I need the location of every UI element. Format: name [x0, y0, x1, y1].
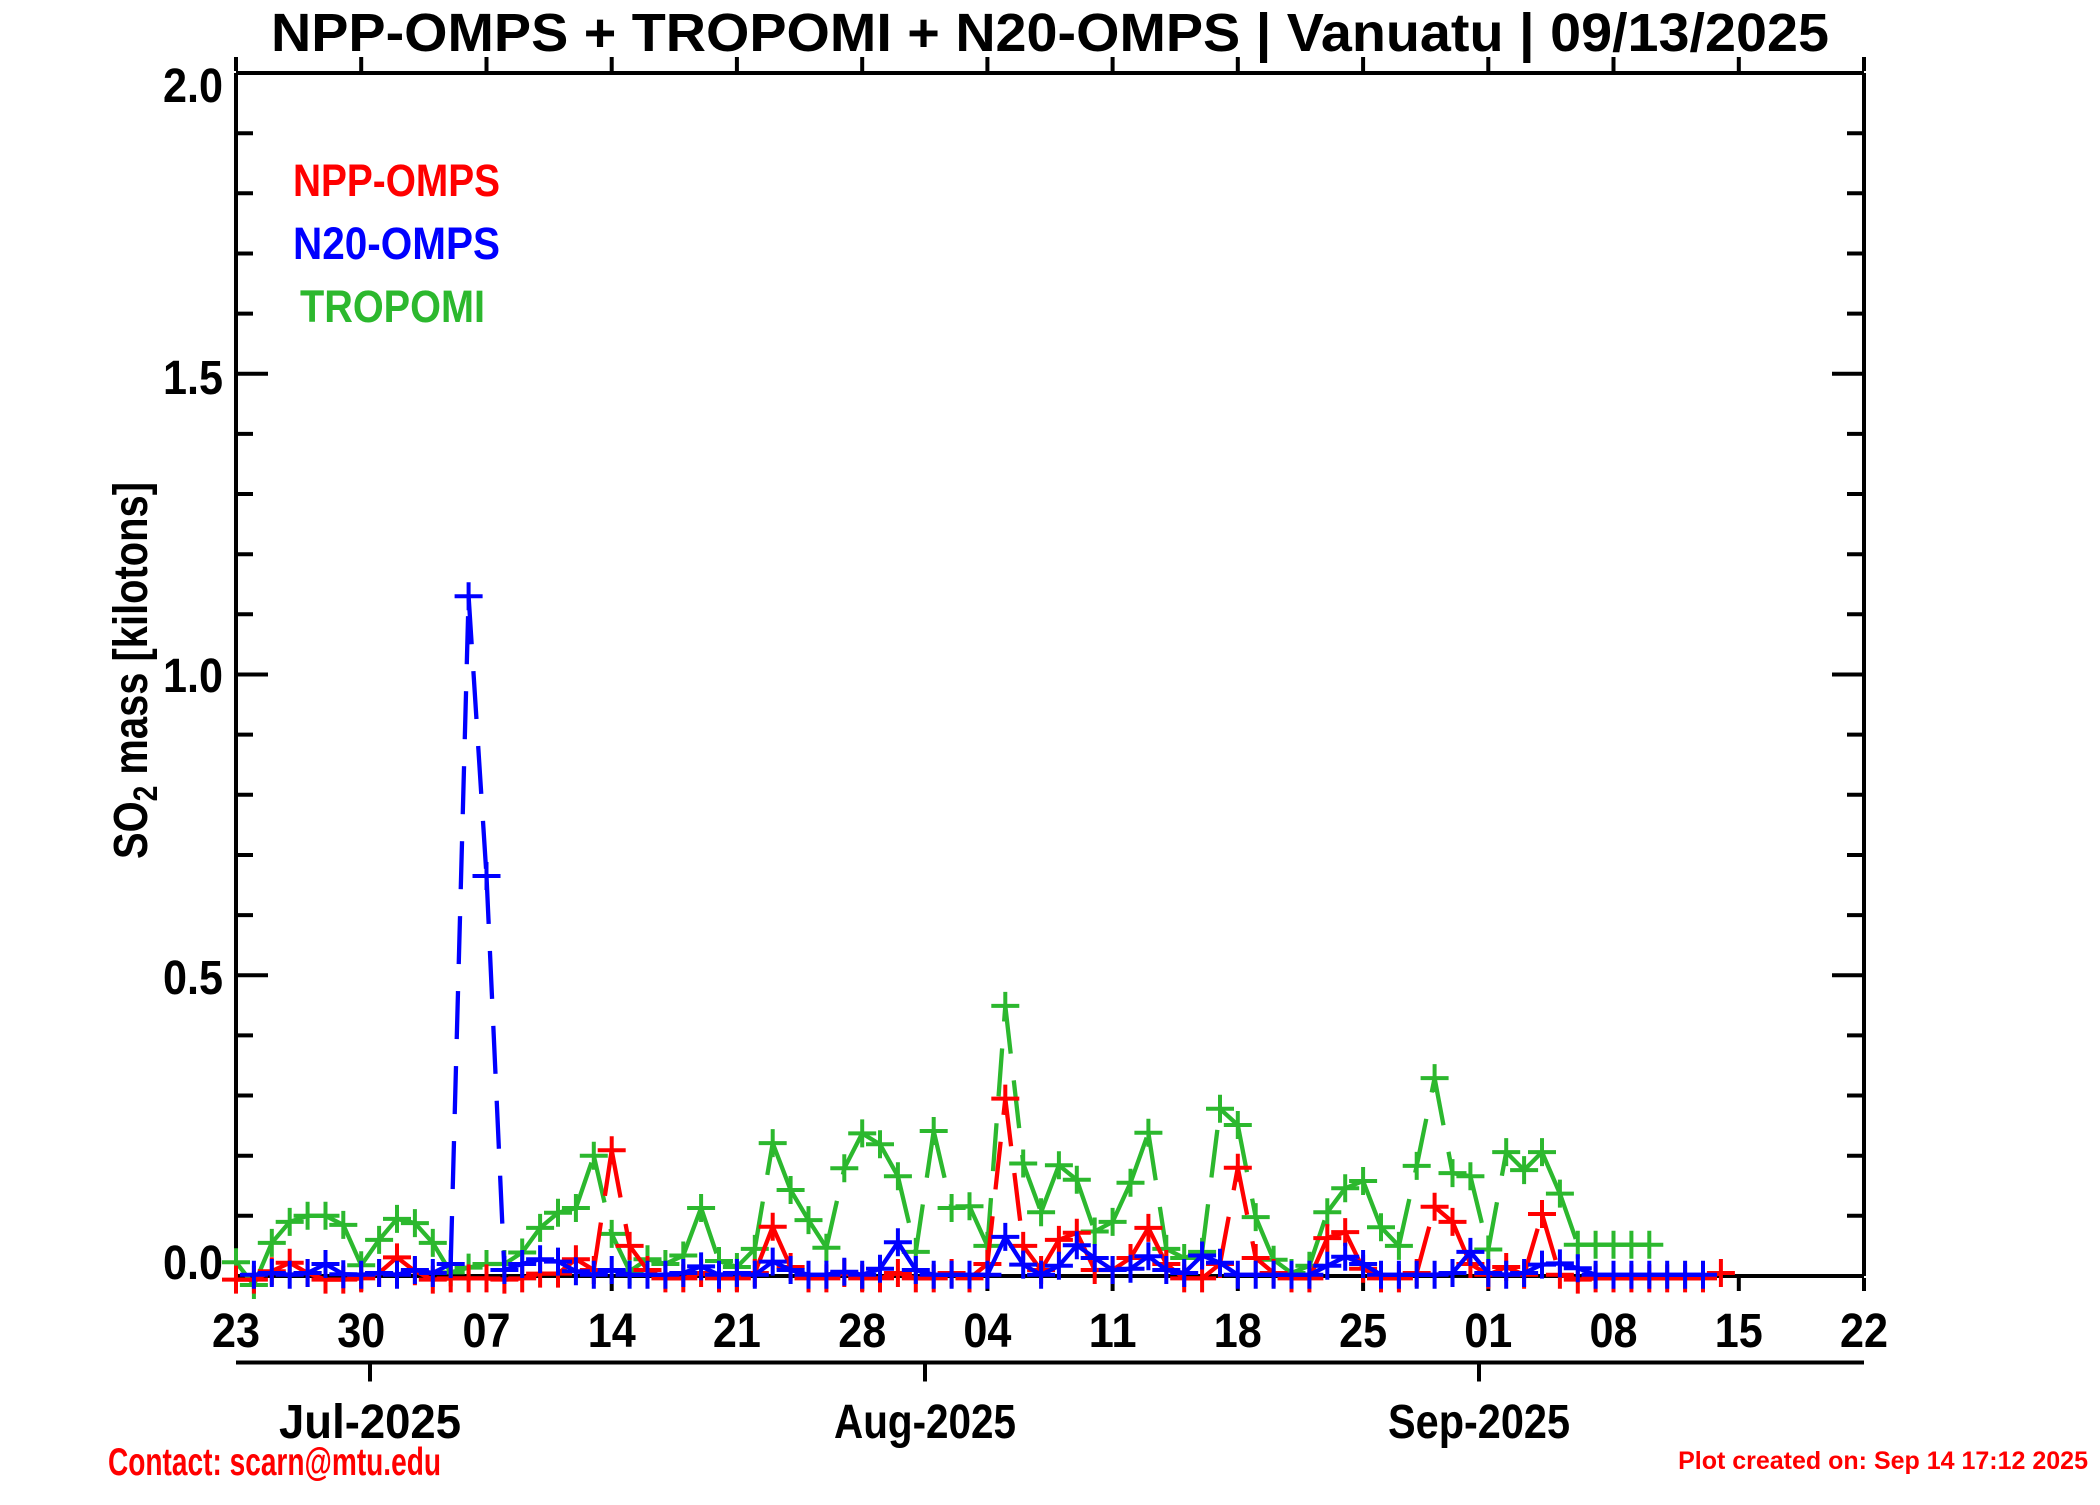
svg-text:Plot created on: Sep 14 17:12: Plot created on: Sep 14 17:12 2025 [1678, 1447, 2088, 1475]
svg-text:01: 01 [1464, 1305, 1512, 1358]
svg-text:11: 11 [1089, 1305, 1137, 1358]
svg-text:Sep-2025: Sep-2025 [1388, 1396, 1570, 1449]
svg-text:N20-OMPS: N20-OMPS [293, 218, 500, 269]
svg-text:15: 15 [1715, 1305, 1763, 1358]
svg-text:04: 04 [963, 1305, 1011, 1358]
svg-text:2.0: 2.0 [163, 60, 223, 113]
svg-text:Contact: scarn@mtu.edu: Contact: scarn@mtu.edu [108, 1441, 441, 1484]
svg-text:SO2 mass [kilotons]: SO2 mass [kilotons] [105, 482, 165, 859]
svg-text:Aug-2025: Aug-2025 [834, 1396, 1016, 1449]
svg-text:14: 14 [588, 1305, 636, 1358]
svg-text:23: 23 [212, 1305, 260, 1358]
svg-text:08: 08 [1590, 1305, 1638, 1358]
svg-text:TROPOMI: TROPOMI [300, 281, 485, 332]
svg-text:1.5: 1.5 [163, 352, 223, 405]
svg-text:25: 25 [1339, 1305, 1387, 1358]
svg-text:28: 28 [838, 1305, 886, 1358]
svg-text:0.0: 0.0 [163, 1237, 223, 1290]
svg-text:NPP-OMPS: NPP-OMPS [293, 155, 500, 206]
svg-text:1.0: 1.0 [163, 650, 223, 703]
svg-text:21: 21 [713, 1305, 761, 1358]
svg-text:07: 07 [463, 1305, 511, 1358]
svg-text:22: 22 [1840, 1305, 1888, 1358]
svg-text:Jul-2025: Jul-2025 [279, 1396, 461, 1449]
svg-text:0.5: 0.5 [163, 952, 223, 1005]
svg-text:18: 18 [1214, 1305, 1262, 1358]
svg-text:NPP-OMPS + TROPOMI + N20-OMPS: NPP-OMPS + TROPOMI + N20-OMPS | Vanuatu … [271, 3, 1829, 64]
svg-text:30: 30 [337, 1305, 385, 1358]
